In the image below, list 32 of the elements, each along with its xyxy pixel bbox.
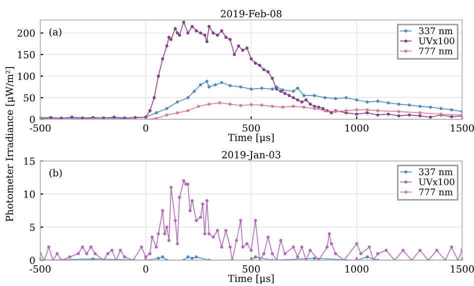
legend-label: 777 nm xyxy=(419,48,453,54)
y-tick-label: 0 xyxy=(30,116,35,124)
y-tick-label: 5 xyxy=(30,224,35,231)
y-tick-label: 10 xyxy=(24,190,35,198)
x-tick-label: 1000 xyxy=(346,124,368,132)
legend-label: UVx100 xyxy=(418,37,454,44)
y-tick-label: 200 xyxy=(18,29,35,37)
x-tick-label: 1000 xyxy=(346,265,368,273)
y-tick-label: 50 xyxy=(24,94,35,102)
chart-title: 2019-Feb-08 xyxy=(220,10,282,18)
x-tick-label: 0 xyxy=(143,265,148,273)
y-axis-title: Photometer Irradiance [μW/m²] xyxy=(6,67,15,222)
x-axis-title: Time [μs] xyxy=(228,274,274,284)
legend-label: 777 nm xyxy=(419,188,453,196)
x-tick-label: -500 xyxy=(30,124,51,132)
x-tick-label: 1500 xyxy=(450,265,474,273)
x-axis-title: Time [μs] xyxy=(228,134,274,143)
legend-label: 337 nm xyxy=(419,27,453,34)
x-tick-label: 500 xyxy=(242,124,260,132)
chart-title: 2019-Jan-03 xyxy=(222,150,280,160)
y-tick-label: 100 xyxy=(18,72,35,80)
x-tick-label: 1500 xyxy=(450,124,474,132)
annotation: (a) xyxy=(49,28,62,37)
legend-label: 337 nm xyxy=(419,168,453,176)
y-tick-label: 15 xyxy=(24,157,35,165)
y-tick-label: 0 xyxy=(30,256,35,264)
annotation: (b) xyxy=(49,168,62,178)
legend-label: UVx100 xyxy=(418,178,454,186)
x-tick-label: 0 xyxy=(143,124,148,132)
y-tick-label: 150 xyxy=(18,51,35,58)
x-tick-label: -500 xyxy=(30,265,51,273)
x-tick-label: 500 xyxy=(242,265,260,273)
